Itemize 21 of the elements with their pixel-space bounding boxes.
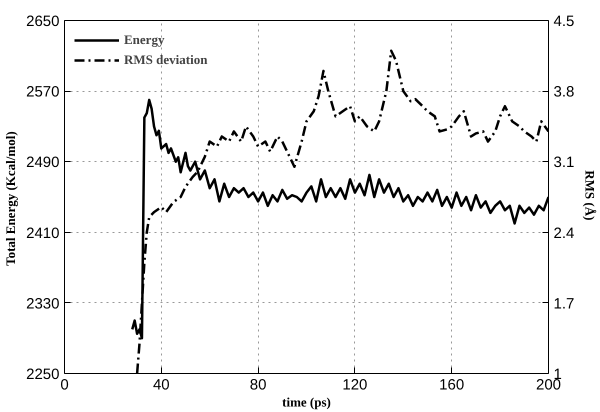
y-tick-label: 2490	[26, 154, 60, 172]
y-tick-label: 2410	[26, 224, 60, 242]
y2-tick-label: 4.5	[554, 13, 574, 30]
y2-tick-label: 3.8	[554, 84, 574, 101]
x-tick-label: 120	[342, 376, 368, 394]
y-tick-label: 2570	[26, 84, 60, 101]
y2-tick-label: 2.4	[554, 224, 574, 242]
legend-label: RMS deviation	[124, 52, 208, 68]
x-tick-label: 0	[60, 376, 69, 394]
y-tick-label: 2250	[26, 366, 60, 383]
y-tick-label: 2330	[26, 295, 60, 312]
y-tick-label: 2650	[26, 13, 60, 30]
y2-tick-label: 1.7	[554, 295, 574, 312]
y2-tick-label: 3.1	[554, 154, 574, 172]
x-axis-title: time (ps)	[282, 394, 331, 410]
y2-axis-title: RMS (Å)	[582, 170, 598, 220]
x-tick-label: 160	[439, 376, 464, 394]
x-tick-label: 40	[152, 376, 170, 394]
y-axis-title: Total Energy (Kcal/mol)	[3, 131, 18, 266]
legend-label: Energy	[124, 32, 164, 48]
x-tick-label: 80	[250, 376, 266, 394]
